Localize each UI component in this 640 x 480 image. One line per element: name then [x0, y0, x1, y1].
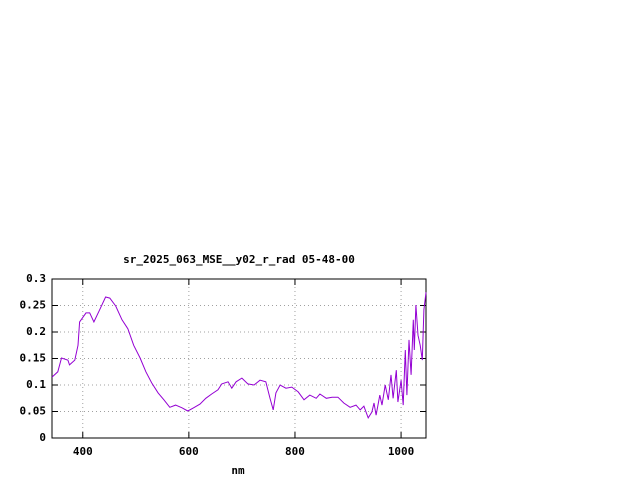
x-axis-label: nm [231, 464, 245, 477]
y-tick-label: 0.3 [26, 272, 46, 285]
y-tick-label: 0.2 [26, 325, 46, 338]
y-tick-label: 0.05 [20, 405, 47, 418]
data-line [51, 292, 427, 420]
x-tick-label: 800 [285, 445, 305, 458]
plot-border [51, 278, 427, 439]
y-tick-label: 0.1 [26, 378, 46, 391]
y-tick-label: 0 [39, 431, 46, 444]
x-tick-label: 600 [179, 445, 199, 458]
y-tick-label: 0.15 [20, 352, 47, 365]
y-tick-label: 0.25 [20, 299, 47, 312]
chart-title: sr_2025_063_MSE__y02_r_rad 05-48-00 [123, 253, 355, 266]
x-tick-label: 400 [73, 445, 93, 458]
x-tick-label: 1000 [388, 445, 415, 458]
